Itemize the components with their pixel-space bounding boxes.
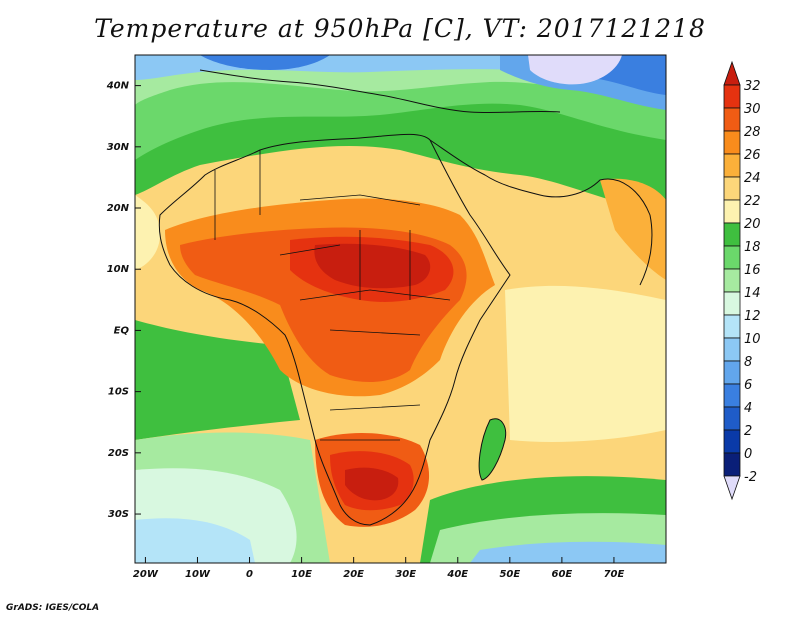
- lat-tick-label: EQ: [114, 325, 130, 336]
- lat-tick-label: 10S: [108, 387, 129, 398]
- europe-coastline: [199, 69, 561, 114]
- colorbar-label: 14: [744, 286, 761, 301]
- field-south-atlantic-green: [135, 320, 300, 440]
- colorbar-swatch: [723, 245, 741, 270]
- colorbar-label: 2: [744, 424, 752, 439]
- field-southern-africa-core: [345, 467, 399, 501]
- colorbar-label: 16: [744, 263, 761, 278]
- colorbar-bottom-arrow: [723, 475, 741, 501]
- colorbar-swatch: [723, 291, 741, 316]
- lon-tick-label: 10E: [291, 569, 312, 580]
- lon-tick-label: 70E: [604, 569, 625, 580]
- credit-text: GrADS: IGES/COLA: [6, 603, 100, 613]
- lat-tick-label: 20S: [108, 448, 129, 459]
- lat-tick-label: 30N: [107, 142, 130, 153]
- field-africa-core: [314, 243, 431, 289]
- colorbar-label: 22: [744, 194, 761, 209]
- temperature-field: [135, 55, 666, 563]
- longitude-axis: 20W 10W 0 10E 20E 30E 40E 50E 60E 70E: [133, 557, 625, 580]
- lat-tick-label: 40N: [106, 81, 130, 92]
- field-south-atlantic-blue: [135, 518, 255, 563]
- colorbar-swatch: [723, 84, 741, 109]
- field-indian-pale: [505, 285, 666, 442]
- map-frame: [134, 54, 667, 564]
- lon-tick-label: 60E: [552, 569, 573, 580]
- colorbar-swatch: [723, 176, 741, 201]
- field-indian-south-blue: [470, 541, 666, 563]
- colorbar-label: 8: [744, 355, 752, 370]
- colorbar-swatch: [723, 337, 741, 362]
- lon-tick-label: 20E: [343, 569, 364, 580]
- lon-tick-label: 50E: [499, 569, 520, 580]
- colorbar-label: -2: [744, 470, 757, 485]
- lon-tick-label: 30E: [395, 569, 416, 580]
- map-title: Temperature at 950hPa [C], VT: 201712121…: [94, 14, 706, 43]
- colorbar-swatch: [723, 383, 741, 408]
- colorbar-label: 12: [744, 309, 761, 324]
- colorbar-swatch: [723, 360, 741, 385]
- field-madagascar: [479, 418, 506, 480]
- lat-tick-label: 20N: [107, 203, 130, 214]
- colorbar-label: 4: [744, 401, 752, 416]
- colorbar-swatch: [723, 406, 741, 431]
- colorbar-swatch: [723, 429, 741, 454]
- colorbar-label: 6: [744, 378, 752, 393]
- country-borders: [214, 150, 451, 441]
- lon-tick-label: 40E: [446, 569, 468, 580]
- colorbar-swatch: [723, 153, 741, 178]
- colorbar-label: 10: [744, 332, 761, 347]
- colorbar-label: 32: [744, 79, 761, 94]
- colorbar-label: 20: [744, 217, 761, 232]
- lat-tick-label: 30S: [108, 509, 129, 520]
- colorbar-label: 26: [744, 148, 761, 163]
- colorbar-swatch: [723, 199, 741, 224]
- colorbar-label: 24: [744, 171, 761, 186]
- colorbar-top-arrow: [723, 60, 741, 86]
- colorbar-label: 30: [744, 102, 761, 117]
- colorbar-swatch: [723, 268, 741, 293]
- lat-tick-label: 10N: [107, 264, 130, 275]
- colorbar-swatch: [723, 452, 741, 477]
- latitude-axis: 40N 30N 20N 10N EQ 10S 20S 30S: [106, 81, 141, 520]
- colorbar-swatch: [723, 107, 741, 132]
- colorbar-swatch: [723, 130, 741, 155]
- colorbar-label: 28: [744, 125, 761, 140]
- lon-tick-label: 20W: [133, 569, 159, 580]
- madagascar-coastline: [478, 418, 507, 481]
- colorbar-label: 18: [744, 240, 761, 255]
- lon-tick-label: 10W: [185, 569, 211, 580]
- colorbar-swatch: [723, 314, 741, 339]
- coastlines: [158, 69, 653, 526]
- field-india-orange: [600, 178, 666, 280]
- asia-coastline: [429, 139, 653, 286]
- field-plateau-cold: [528, 55, 622, 85]
- colorbar-swatch: [723, 222, 741, 247]
- field-europe-blue: [200, 55, 330, 70]
- africa-coastline: [158, 133, 511, 526]
- field-west-pale: [135, 195, 160, 270]
- colorbar-label: 0: [744, 447, 752, 462]
- lon-tick-label: 0: [246, 569, 253, 580]
